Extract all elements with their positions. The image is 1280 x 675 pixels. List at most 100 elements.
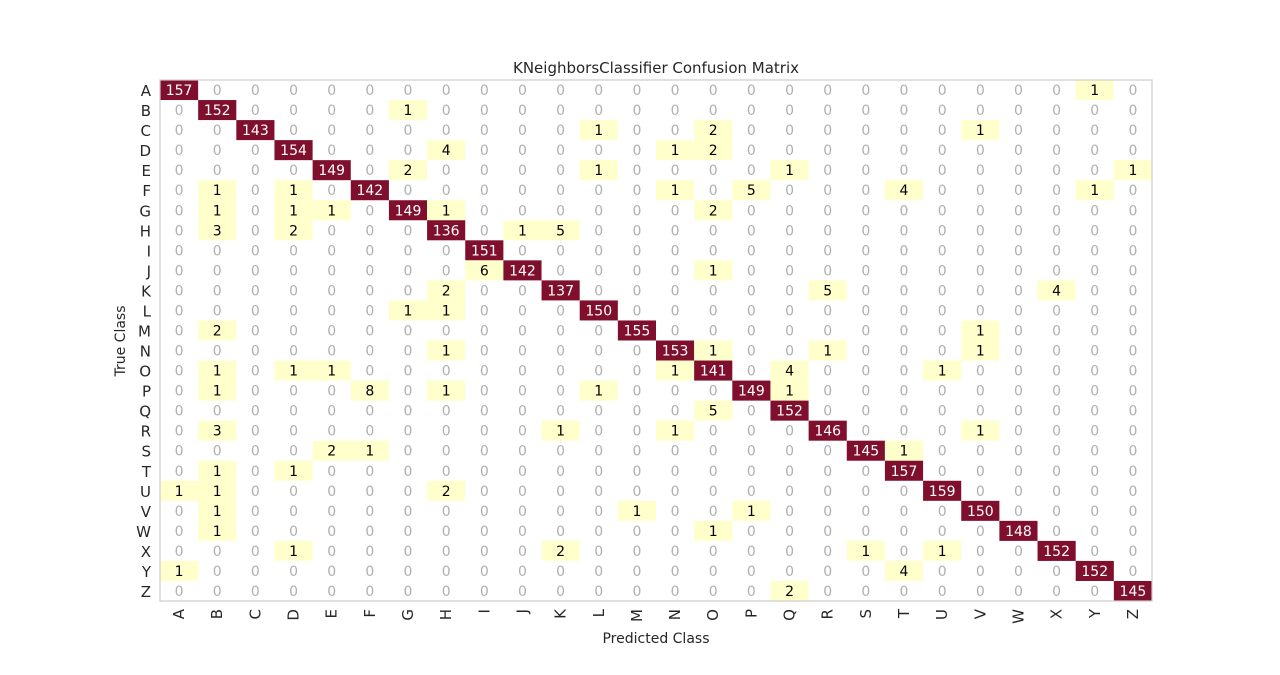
heatmap-cell [770, 380, 809, 401]
cell-value-label: 0 [556, 364, 565, 380]
cell-value-label: 0 [1052, 143, 1061, 159]
cell-value-label: 0 [938, 183, 947, 199]
cell-value-label: 0 [1090, 484, 1099, 500]
cell-value-label: 0 [900, 364, 909, 380]
cell-value-label: 0 [556, 123, 565, 139]
cell-value-label: 0 [823, 123, 832, 139]
cell-value-label: 0 [442, 504, 451, 520]
cell-value-label: 1 [556, 424, 565, 440]
cell-value-label: 0 [442, 424, 451, 440]
x-tick-label: O [704, 609, 722, 621]
cell-value-label: 2 [709, 203, 718, 219]
cell-value-label: 0 [480, 444, 489, 460]
cell-value-label: 0 [900, 344, 909, 360]
cell-value-label: 0 [709, 83, 718, 99]
cell-value-label: 3 [213, 223, 222, 239]
heatmap-cell [312, 200, 351, 221]
heatmap-cell [579, 160, 618, 181]
x-tick-label: F [361, 609, 379, 618]
cell-value-label: 0 [938, 163, 947, 179]
heatmap-cell [198, 480, 237, 501]
cell-value-label: 0 [1090, 103, 1099, 119]
heatmap-cell [427, 480, 466, 501]
cell-value-label: 0 [861, 143, 870, 159]
heatmap-cell [579, 300, 618, 321]
cell-value-label: 0 [823, 303, 832, 319]
cell-value-label: 0 [671, 464, 680, 480]
cell-value-label: 0 [289, 444, 298, 460]
heatmap-cell [541, 220, 580, 241]
cell-value-label: 0 [175, 464, 184, 480]
heatmap-cell [350, 180, 389, 201]
heatmap-cell [999, 520, 1038, 541]
cell-value-label: 0 [365, 163, 374, 179]
heatmap-cell [1113, 160, 1152, 181]
cell-value-label: 0 [175, 404, 184, 420]
cell-value-label: 0 [709, 223, 718, 239]
cell-value-label: 0 [1052, 424, 1061, 440]
cell-value-label: 0 [1014, 283, 1023, 299]
cell-value-label: 0 [1090, 203, 1099, 219]
cell-value-label: 0 [289, 303, 298, 319]
cell-value-label: 0 [823, 524, 832, 540]
cell-value-label: 1 [671, 143, 680, 159]
cell-value-label: 0 [747, 484, 756, 500]
cell-value-label: 141 [700, 364, 727, 380]
cell-value-label: 0 [556, 404, 565, 420]
cell-value-label: 0 [1128, 183, 1137, 199]
cell-value-label: 0 [671, 444, 680, 460]
cell-value-label: 0 [594, 484, 603, 500]
cell-value-label: 0 [938, 83, 947, 99]
cell-value-label: 0 [1090, 364, 1099, 380]
cell-value-label: 0 [785, 243, 794, 259]
cell-value-label: 1 [442, 344, 451, 360]
cell-value-label: 0 [404, 283, 413, 299]
cell-value-label: 0 [175, 424, 184, 440]
heatmap-cell [465, 240, 504, 261]
cell-value-label: 148 [1005, 524, 1032, 540]
heatmap-cell [312, 440, 351, 461]
cell-value-label: 0 [518, 484, 527, 500]
x-tick-label: N [666, 609, 684, 620]
cell-value-label: 0 [251, 584, 260, 600]
cell-value-label: 0 [976, 544, 985, 560]
cell-value-label: 0 [289, 404, 298, 420]
x-tick-label: D [285, 609, 303, 621]
cell-value-label: 0 [251, 404, 260, 420]
cell-value-label: 0 [365, 564, 374, 580]
cell-value-label: 0 [1128, 384, 1137, 400]
cell-value-label: 0 [365, 303, 374, 319]
cell-value-label: 0 [556, 323, 565, 339]
cell-value-label: 1 [785, 163, 794, 179]
cell-value-label: 0 [327, 384, 336, 400]
cell-value-label: 0 [632, 424, 641, 440]
cell-value-label: 0 [251, 103, 260, 119]
cell-value-label: 0 [213, 584, 222, 600]
cell-value-label: 0 [1014, 504, 1023, 520]
cell-value-label: 1 [213, 183, 222, 199]
cell-value-label: 0 [1014, 103, 1023, 119]
heatmap-cell [1037, 540, 1076, 561]
cell-value-label: 0 [747, 444, 756, 460]
cell-value-label: 0 [900, 404, 909, 420]
heatmap-cell [884, 440, 924, 461]
cell-value-label: 0 [823, 223, 832, 239]
cell-value-label: 0 [1128, 103, 1137, 119]
cell-value-label: 0 [213, 83, 222, 99]
cell-value-label: 0 [518, 504, 527, 520]
x-tick-label: B [208, 609, 226, 619]
cell-value-label: 0 [251, 283, 260, 299]
cell-value-label: 0 [861, 323, 870, 339]
cell-value-label: 0 [1090, 424, 1099, 440]
cell-value-label: 0 [747, 303, 756, 319]
cell-value-label: 0 [671, 564, 680, 580]
cell-value-label: 0 [518, 283, 527, 299]
cell-value-label: 0 [327, 143, 336, 159]
cell-value-label: 0 [1090, 404, 1099, 420]
heatmap-cell [198, 460, 237, 481]
heatmap-cell [884, 560, 924, 581]
heatmap-cell [198, 200, 237, 221]
cell-value-label: 0 [480, 384, 489, 400]
cell-value-label: 0 [976, 384, 985, 400]
